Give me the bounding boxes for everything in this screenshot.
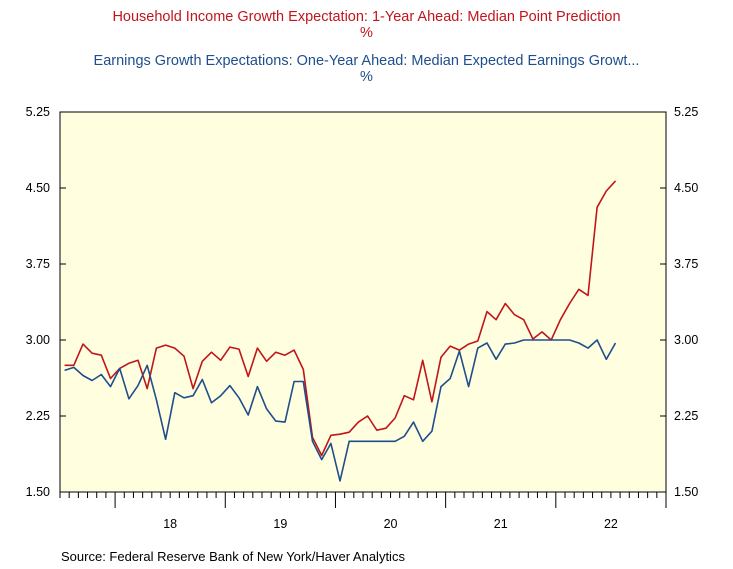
y-tick-label-left: 3.75 bbox=[26, 257, 50, 271]
y-tick-label-right: 3.75 bbox=[674, 257, 698, 271]
source-note: Source: Federal Reserve Bank of New York… bbox=[61, 549, 405, 564]
y-tick-label-right: 1.50 bbox=[674, 485, 698, 499]
y-tick-label-left: 2.25 bbox=[26, 409, 50, 423]
x-year-label: 18 bbox=[163, 517, 177, 531]
y-tick-label-left: 5.25 bbox=[26, 105, 50, 119]
y-tick-label-left: 1.50 bbox=[26, 485, 50, 499]
x-year-label: 21 bbox=[494, 517, 508, 531]
plot-area bbox=[60, 112, 666, 492]
y-tick-label-right: 4.50 bbox=[674, 181, 698, 195]
line-chart: 5.25 5.25 4.50 4.50 3.75 3.75 3.00 3.00 2.25 2.25… bbox=[0, 0, 733, 569]
y-tick-label-left: 3.00 bbox=[26, 333, 50, 347]
y-tick-label-right: 3.00 bbox=[674, 333, 698, 347]
x-year-label: 20 bbox=[384, 517, 398, 531]
x-year-label: 19 bbox=[273, 517, 287, 531]
x-year-label: 22 bbox=[604, 517, 618, 531]
y-tick-label-left: 4.50 bbox=[26, 181, 50, 195]
y-tick-label-right: 5.25 bbox=[674, 105, 698, 119]
y-tick-label-right: 2.25 bbox=[674, 409, 698, 423]
